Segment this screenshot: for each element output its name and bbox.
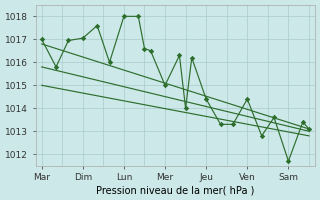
X-axis label: Pression niveau de la mer( hPa ): Pression niveau de la mer( hPa ) [96, 185, 254, 195]
